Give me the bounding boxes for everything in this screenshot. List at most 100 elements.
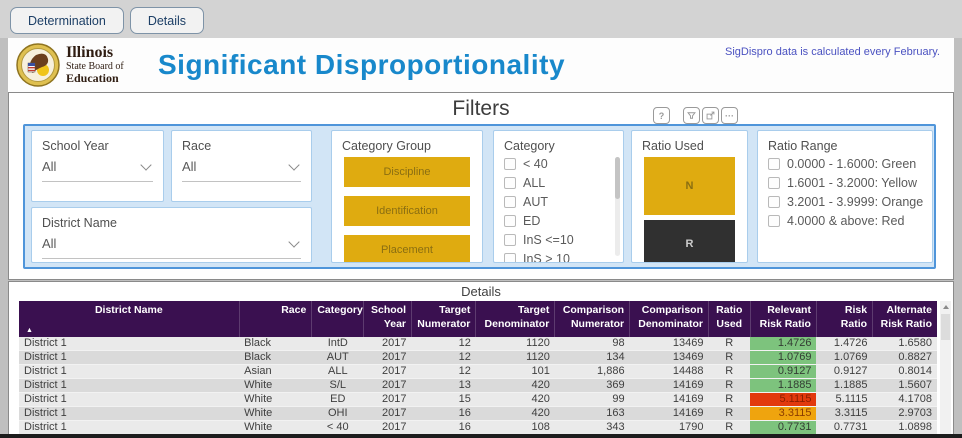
category-option[interactable]: AUT xyxy=(523,194,548,209)
category-checkbox[interactable] xyxy=(504,176,516,189)
table-scrollbar[interactable] xyxy=(940,301,951,434)
col-comparison-numerator[interactable]: Comparison Numerator xyxy=(554,301,631,337)
ratio-range-checkbox[interactable] xyxy=(768,214,780,227)
col-risk-ratio[interactable]: Risk Ratio xyxy=(816,301,874,337)
category-checkbox[interactable] xyxy=(504,233,516,246)
col-relevant-risk-ratio[interactable]: Relevant Risk Ratio xyxy=(750,301,817,337)
col-district-name[interactable]: District Name ▲ xyxy=(19,301,240,337)
cell-district-name: District 1 xyxy=(19,420,240,435)
col-school-year[interactable]: School Year xyxy=(363,301,413,337)
category-checkbox[interactable] xyxy=(504,214,516,227)
filter-icon[interactable] xyxy=(683,107,700,124)
cell-category: ALL xyxy=(311,364,364,379)
table-row[interactable]: District 1 White ED 2017 15 420 99 14169… xyxy=(19,392,937,407)
more-options-icon[interactable]: ··· xyxy=(721,107,738,124)
district-name-dropdown[interactable]: All xyxy=(42,235,301,259)
table-row[interactable]: District 1 White S/L 2017 13 420 369 141… xyxy=(19,378,937,393)
category-option[interactable]: InS <=10 xyxy=(523,232,574,247)
scroll-up-icon[interactable] xyxy=(942,305,949,309)
category-option[interactable]: < 40 xyxy=(523,156,548,171)
cell-category: S/L xyxy=(311,378,364,393)
category-scrollbar[interactable] xyxy=(615,157,620,256)
school-year-dropdown[interactable]: All xyxy=(42,158,153,182)
cell-category: AUT xyxy=(311,350,364,365)
ratio-used-label: Ratio Used xyxy=(642,139,704,153)
cell-comparison-denominator: 13469 xyxy=(629,337,709,351)
ratio-range-checkbox[interactable] xyxy=(768,157,780,170)
category-checkbox[interactable] xyxy=(504,157,516,170)
cell-relevant-risk-ratio: 5.1115 xyxy=(750,392,817,407)
cell-comparison-numerator: 343 xyxy=(554,420,630,435)
logo-line-3: Education xyxy=(66,71,119,86)
col-ratio-used[interactable]: Ratio Used xyxy=(708,301,751,337)
isbe-logo-text: Illinois State Board of Education xyxy=(66,44,124,86)
popout-icon[interactable] xyxy=(702,107,719,124)
table-row[interactable]: District 1 White OHI 2017 16 420 163 141… xyxy=(19,406,937,421)
table-row[interactable]: District 1 White < 40 2017 16 108 343 17… xyxy=(19,420,937,435)
cell-target-denominator: 101 xyxy=(475,364,555,379)
ratio-range-option[interactable]: 1.6001 - 3.2000: Yellow xyxy=(787,175,917,190)
cell-comparison-denominator: 14169 xyxy=(629,392,709,407)
isbe-seal-icon xyxy=(16,43,60,87)
col-race[interactable]: Race xyxy=(239,301,313,337)
cell-ratio-used: R xyxy=(708,350,751,365)
cell-target-numerator: 12 xyxy=(411,350,476,365)
help-icon[interactable]: ? xyxy=(653,107,670,124)
logo-line-1: Illinois xyxy=(66,44,114,62)
table-row[interactable]: District 1 Black IntD 2017 12 1120 98 13… xyxy=(19,337,937,351)
ratio-range-option[interactable]: 3.2001 - 3.9999: Orange xyxy=(787,194,924,209)
cell-target-denominator: 1120 xyxy=(475,337,555,351)
ratio-range-checkbox[interactable] xyxy=(768,195,780,208)
col-comparison-denominator[interactable]: Comparison Denominator xyxy=(629,301,709,337)
col-target-numerator[interactable]: Target Numerator xyxy=(411,301,477,337)
col-alternate-risk-ratio[interactable]: Alternate Risk Ratio xyxy=(872,301,937,337)
district-name-slicer: District Name All xyxy=(31,207,312,263)
col-target-denominator[interactable]: Target Denominator xyxy=(475,301,556,337)
school-year-slicer: School Year All xyxy=(31,130,164,202)
race-dropdown[interactable]: All xyxy=(182,158,301,182)
category-checkbox[interactable] xyxy=(504,195,516,208)
ratio-used-slicer: Ratio Used N R xyxy=(631,130,748,263)
cell-target-numerator: 16 xyxy=(411,420,476,435)
cell-race: Black xyxy=(239,350,312,365)
cell-race: Asian xyxy=(239,364,312,379)
category-option[interactable]: ED xyxy=(523,213,541,228)
discipline-button[interactable]: Discipline xyxy=(344,157,470,187)
sigdispro-note: SigDispro data is calculated every Febru… xyxy=(724,46,940,58)
cell-comparison-denominator: 1790 xyxy=(629,420,709,435)
scrollbar-thumb[interactable] xyxy=(941,314,950,340)
category-option[interactable]: InS > 10 xyxy=(523,251,570,263)
ratio-n-button[interactable]: N xyxy=(644,157,735,215)
category-label: Category xyxy=(504,139,555,153)
cell-relevant-risk-ratio: 1.0769 xyxy=(750,350,817,365)
tab-details[interactable]: Details xyxy=(129,7,205,34)
ratio-range-option[interactable]: 0.0000 - 1.6000: Green xyxy=(787,156,917,171)
col-category[interactable]: Category xyxy=(311,301,365,337)
cell-alternate-risk-ratio: 0.8014 xyxy=(872,364,937,379)
ratio-range-checkbox[interactable] xyxy=(768,176,780,189)
cell-comparison-numerator: 1,886 xyxy=(554,364,630,379)
placement-button[interactable]: Placement xyxy=(344,235,470,262)
cell-target-numerator: 12 xyxy=(411,337,476,351)
ratio-r-button[interactable]: R xyxy=(644,220,735,262)
cell-school-year: 2017 xyxy=(363,420,412,435)
race-label: Race xyxy=(182,139,212,153)
ratio-range-option[interactable]: 4.0000 & above: Red xyxy=(787,213,905,228)
cell-district-name: District 1 xyxy=(19,364,240,379)
tab-determination[interactable]: Determination xyxy=(10,7,124,34)
cell-risk-ratio: 1.4726 xyxy=(816,337,873,351)
category-checkbox[interactable] xyxy=(504,252,516,262)
scrollbar-thumb[interactable] xyxy=(615,157,620,199)
cell-alternate-risk-ratio: 2.9703 xyxy=(872,406,937,421)
table-row[interactable]: District 1 Asian ALL 2017 12 101 1,886 1… xyxy=(19,364,937,379)
category-option[interactable]: ALL xyxy=(523,175,546,190)
identification-button[interactable]: Identification xyxy=(344,196,470,226)
cell-comparison-numerator: 99 xyxy=(554,392,630,407)
cell-risk-ratio: 0.9127 xyxy=(816,364,873,379)
cell-alternate-risk-ratio: 1.5607 xyxy=(872,378,937,393)
logo-line-2: State Board of xyxy=(66,60,124,72)
table-row[interactable]: District 1 Black AUT 2017 12 1120 134 13… xyxy=(19,350,937,365)
cell-risk-ratio: 0.7731 xyxy=(816,420,873,435)
cell-alternate-risk-ratio: 1.6580 xyxy=(872,337,937,351)
